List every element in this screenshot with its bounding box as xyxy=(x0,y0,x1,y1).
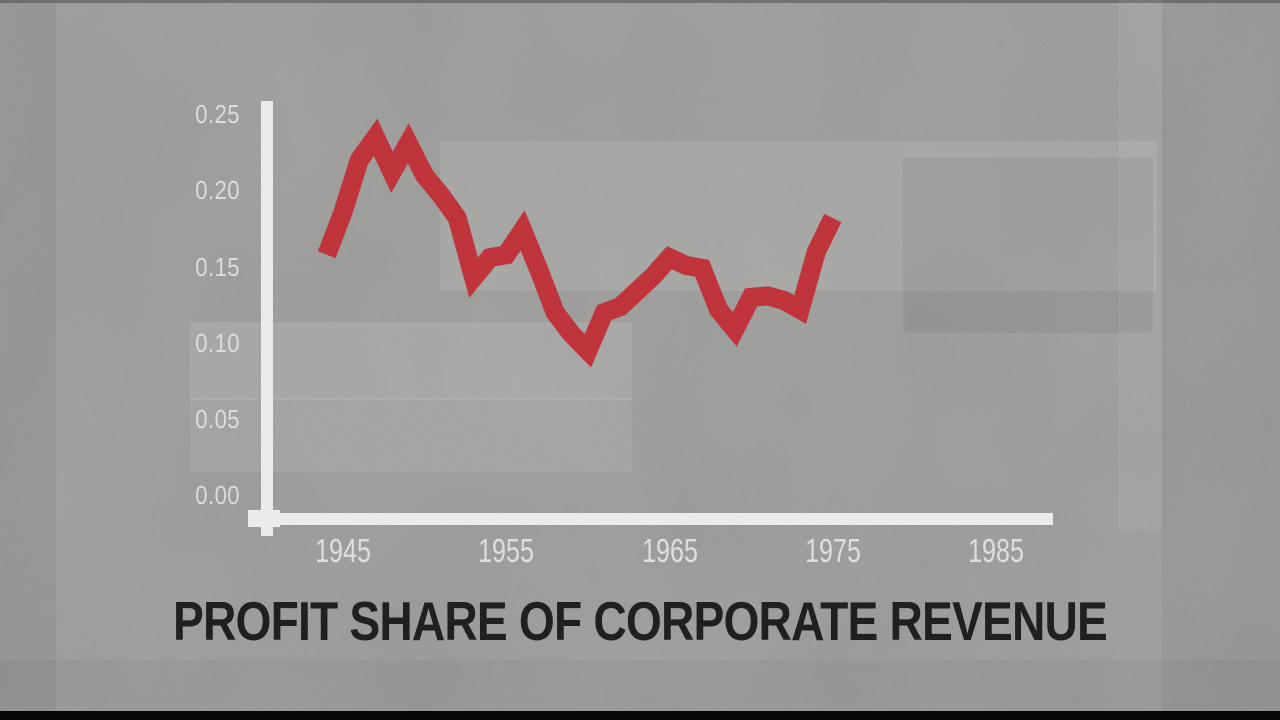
chart-title: PROFIT SHARE OF CORPORATE REVENUE xyxy=(172,590,1108,652)
y-tick-label: 0.00 xyxy=(195,480,240,510)
x-tick-label: 1955 xyxy=(478,532,534,569)
concrete-patch xyxy=(903,158,1153,333)
axis-origin-tick xyxy=(248,510,280,527)
x-tick-label: 1975 xyxy=(805,532,861,569)
concrete-patch xyxy=(440,141,1157,291)
x-tick-label: 1985 xyxy=(968,532,1024,569)
y-tick-label: 0.25 xyxy=(195,99,240,129)
y-tick-label: 0.10 xyxy=(195,328,240,358)
concrete-patch xyxy=(190,398,632,472)
frame-top-edge-shade xyxy=(0,0,1280,3)
y-tick-label: 0.15 xyxy=(195,252,240,282)
x-tick-label: 1965 xyxy=(642,532,698,569)
concrete-patch xyxy=(0,0,56,720)
x-tick-label: 1945 xyxy=(315,532,371,569)
profit-share-series-line xyxy=(317,118,842,368)
x-axis-line xyxy=(250,513,1053,525)
y-tick-label: 0.20 xyxy=(195,175,240,205)
y-tick-label: 0.05 xyxy=(195,404,240,434)
concrete-patch xyxy=(1118,0,1162,530)
concrete-patch xyxy=(190,322,632,400)
concrete-patch xyxy=(0,660,1280,712)
concrete-patch xyxy=(1162,0,1280,720)
letterbox-bar-bottom xyxy=(0,711,1280,720)
y-axis-line xyxy=(261,101,273,536)
